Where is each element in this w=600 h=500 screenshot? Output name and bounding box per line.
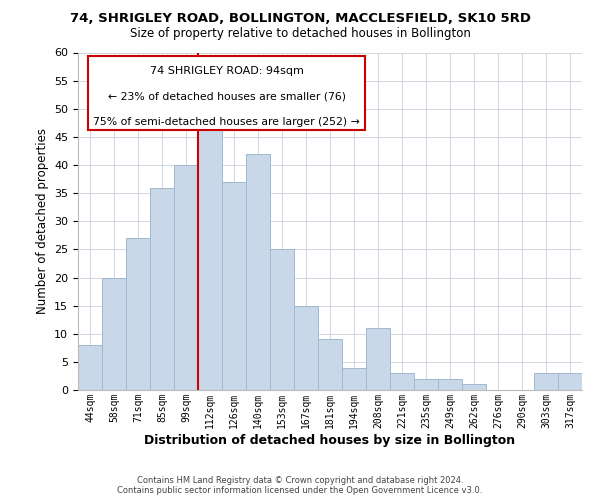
Y-axis label: Number of detached properties: Number of detached properties: [35, 128, 49, 314]
Bar: [534, 373, 558, 390]
Bar: [462, 384, 486, 390]
Bar: [558, 373, 582, 390]
Bar: [78, 345, 102, 390]
Bar: [126, 238, 150, 390]
Bar: [366, 328, 390, 390]
Text: ← 23% of detached houses are smaller (76): ← 23% of detached houses are smaller (76…: [107, 92, 346, 102]
Text: 74 SHRIGLEY ROAD: 94sqm: 74 SHRIGLEY ROAD: 94sqm: [150, 66, 304, 76]
Bar: [102, 278, 126, 390]
Bar: [246, 154, 270, 390]
Bar: [198, 114, 222, 390]
Bar: [222, 182, 246, 390]
Text: Size of property relative to detached houses in Bollington: Size of property relative to detached ho…: [130, 28, 470, 40]
Bar: [390, 373, 414, 390]
Text: Contains HM Land Registry data © Crown copyright and database right 2024.: Contains HM Land Registry data © Crown c…: [137, 476, 463, 485]
Bar: [342, 368, 366, 390]
Bar: [174, 165, 198, 390]
Text: Contains public sector information licensed under the Open Government Licence v3: Contains public sector information licen…: [118, 486, 482, 495]
X-axis label: Distribution of detached houses by size in Bollington: Distribution of detached houses by size …: [145, 434, 515, 446]
Bar: [294, 306, 318, 390]
Bar: [414, 379, 438, 390]
Bar: [150, 188, 174, 390]
Bar: [438, 379, 462, 390]
Bar: [270, 250, 294, 390]
Bar: [318, 340, 342, 390]
Text: 74, SHRIGLEY ROAD, BOLLINGTON, MACCLESFIELD, SK10 5RD: 74, SHRIGLEY ROAD, BOLLINGTON, MACCLESFI…: [70, 12, 530, 26]
Text: 75% of semi-detached houses are larger (252) →: 75% of semi-detached houses are larger (…: [94, 116, 360, 126]
FancyBboxPatch shape: [88, 56, 365, 130]
